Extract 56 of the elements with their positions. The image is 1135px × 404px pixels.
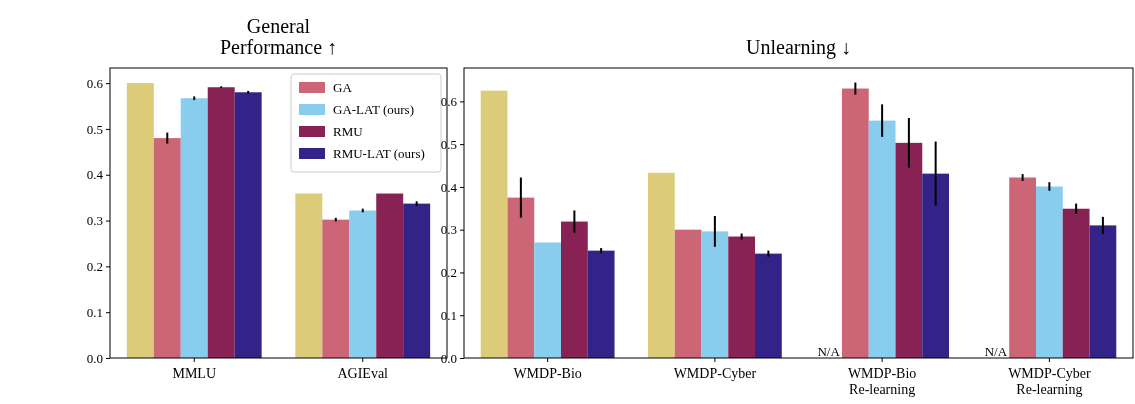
y-tick-label: 0.6 — [440, 94, 458, 110]
bar — [153, 138, 181, 358]
bar — [207, 87, 235, 358]
bar — [126, 83, 154, 358]
bar — [322, 219, 350, 358]
x-tick-label: MMLU — [172, 366, 217, 381]
bar — [922, 173, 950, 358]
bar — [561, 221, 588, 358]
bar — [376, 193, 404, 358]
x-tick-label: WMDP-Bio Re-learning — [847, 366, 917, 397]
y-tick-label: 0.2 — [86, 259, 103, 275]
y-tick-label: 0.5 — [440, 136, 457, 152]
bar — [841, 88, 869, 358]
bar — [180, 98, 208, 358]
y-tick-label: 0.3 — [440, 222, 457, 238]
bar — [755, 253, 782, 358]
y-tick-label: 0.5 — [86, 121, 103, 137]
bar — [295, 193, 323, 358]
y-tick-label: 0.3 — [86, 213, 103, 229]
bar — [728, 236, 756, 358]
y-tick-label: 0.4 — [86, 167, 104, 183]
bar — [647, 172, 675, 358]
y-tick-label: 0.1 — [440, 307, 457, 323]
x-tick-label: WMDP-Cyber — [673, 366, 757, 381]
bar — [868, 120, 896, 358]
annotation: N/A — [984, 344, 1008, 359]
chart-title: Unlearning ↓ — [746, 36, 851, 59]
bar — [403, 203, 431, 358]
y-tick-label: 0.0 — [440, 350, 457, 366]
bar — [1089, 225, 1117, 358]
bar — [534, 242, 562, 358]
legend-label: RMU — [333, 124, 364, 139]
y-tick-label: 0.6 — [86, 75, 104, 91]
chart-title: General Performance ↑ — [219, 15, 338, 58]
bar — [349, 210, 377, 358]
annotation: N/A — [817, 344, 841, 359]
legend-label: RMU-LAT (ours) — [333, 146, 425, 161]
bar — [1009, 177, 1036, 358]
bar — [507, 197, 535, 358]
bar — [701, 231, 729, 358]
x-tick-label: AGIEval — [337, 366, 389, 381]
legend-label: GA — [333, 80, 353, 95]
y-tick-label: 0.4 — [440, 179, 458, 195]
bar — [1062, 208, 1090, 358]
bar — [895, 142, 923, 358]
y-tick-label: 0.2 — [440, 265, 457, 281]
bar — [674, 229, 702, 358]
y-tick-label: 0.1 — [86, 304, 103, 320]
legend-label: GA-LAT (ours) — [333, 102, 414, 117]
bar — [234, 92, 262, 358]
bar — [1035, 186, 1063, 358]
x-tick-label: WMDP-Cyber Re-learning — [1008, 366, 1091, 397]
bar — [587, 250, 615, 358]
x-tick-label: WMDP-Bio — [513, 366, 582, 381]
y-tick-label: 0.0 — [86, 350, 103, 366]
bar — [480, 90, 508, 358]
